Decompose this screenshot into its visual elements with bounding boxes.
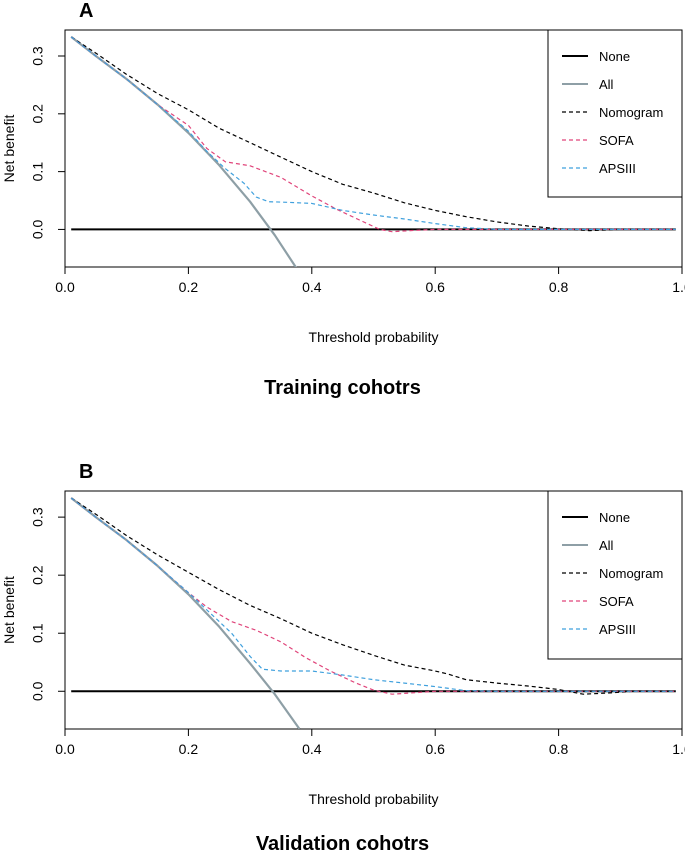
legend-label-none: None xyxy=(599,49,630,64)
x-tick-label: 0.6 xyxy=(425,279,445,295)
x-tick-label: 0.4 xyxy=(302,279,322,295)
legend-label-nomogram: Nomogram xyxy=(599,566,663,581)
chart-caption-a: Training cohotrs xyxy=(264,377,421,399)
series-line-nomogram xyxy=(70,36,676,232)
y-tick-label: 0.0 xyxy=(30,219,46,239)
y-tick-label: 0.0 xyxy=(30,681,46,701)
net-benefit-chart-a: 0.0 0.2 0.4 0.6 0.8 1.0 0.0 0.1 0.2 0.3 Threshold … xyxy=(1,29,685,345)
x-tick-label: 0.0 xyxy=(55,279,75,295)
y-axis-title: Net benefit xyxy=(1,576,17,644)
series-line-all xyxy=(70,36,298,267)
x-axis-title: Threshold probability xyxy=(309,329,439,345)
x-tick-label: 0.0 xyxy=(55,741,75,757)
y-axis-title: Net benefit xyxy=(1,115,17,183)
legend-label-none: None xyxy=(599,510,630,525)
legend-label-nomogram: Nomogram xyxy=(599,105,663,120)
x-tick-label: 0.8 xyxy=(549,741,569,757)
series-line-all xyxy=(70,497,301,729)
net-benefit-chart-b: 0.0 0.2 0.4 0.6 0.8 1.0 0.0 0.1 0.2 0.3 Threshold … xyxy=(1,490,685,807)
y-tick-label: 0.1 xyxy=(30,162,46,182)
x-tick-label: 0.6 xyxy=(425,741,445,757)
chart-panel-b: B 0.0 0.2 0.4 0.6 0.8 1.0 0.0 0.1 0.2 0.3 Threshol… xyxy=(0,461,685,862)
legend-box xyxy=(547,29,683,198)
x-axis-title: Threshold probability xyxy=(309,791,439,807)
panel-label-a: A xyxy=(79,0,94,22)
y-tick-label: 0.2 xyxy=(30,104,46,124)
y-tick-label: 0.3 xyxy=(30,46,46,66)
x-tick-label: 1.0 xyxy=(672,741,685,757)
legend-label-sofa: SOFA xyxy=(599,594,634,609)
legend-label-all: All xyxy=(599,77,614,92)
legend-label-sofa: SOFA xyxy=(599,133,634,148)
x-tick-label: 1.0 xyxy=(672,279,685,295)
y-tick-label: 0.3 xyxy=(30,507,46,527)
series-line-nomogram xyxy=(70,497,676,695)
x-tick-label: 0.2 xyxy=(179,279,199,295)
x-tick-label: 0.8 xyxy=(549,279,569,295)
y-tick-label: 0.1 xyxy=(30,623,46,643)
legend-label-all: All xyxy=(599,538,614,553)
legend-label-apsiii: APSIII xyxy=(599,161,636,176)
x-tick-label: 0.2 xyxy=(179,741,199,757)
x-tick-label: 0.4 xyxy=(302,741,322,757)
chart-panel-a: A 0.0 0.2 0.4 0.6 0.8 1.0 0.0 0.1 0.2 0.3 Threshol… xyxy=(1,0,685,399)
legend-box xyxy=(547,490,683,660)
chart-caption-b: Validation cohotrs xyxy=(255,833,430,855)
y-tick-label: 0.2 xyxy=(30,565,46,585)
series-line-apsiii xyxy=(70,36,676,230)
legend-label-apsiii: APSIII xyxy=(599,622,636,637)
panel-label-b: B xyxy=(79,461,94,483)
